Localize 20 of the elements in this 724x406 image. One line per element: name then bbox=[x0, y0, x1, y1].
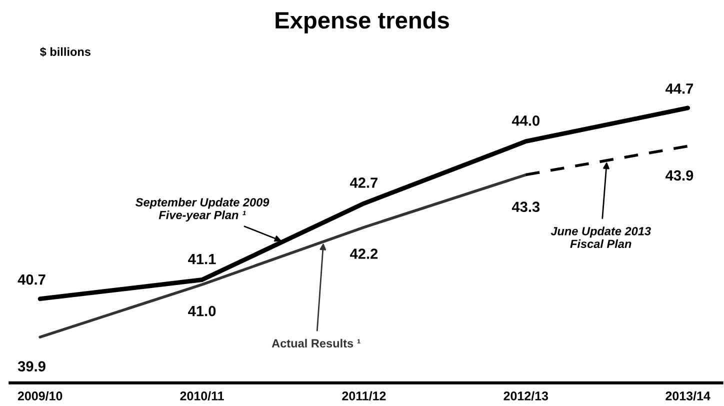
text: September Update 2009 Five-year Plan ¹ bbox=[136, 198, 270, 222]
x-tick-label: 2010/11 bbox=[180, 391, 224, 400]
chart-title: Expense trends bbox=[276, 11, 449, 34]
x-tick-label: 2011/12 bbox=[342, 391, 386, 400]
data-label: 43.9 bbox=[666, 170, 694, 181]
data-label: 40.7 bbox=[18, 274, 46, 285]
text: Actual Results ¹ bbox=[272, 338, 360, 348]
data-label: 43.3 bbox=[512, 202, 540, 212]
data-label: 39.9 bbox=[18, 361, 46, 372]
data-label: 42.7 bbox=[350, 178, 378, 188]
data-label: 44.7 bbox=[666, 84, 694, 94]
data-label: 42.2 bbox=[350, 248, 378, 259]
x-tick-label: 2012/13 bbox=[504, 391, 548, 400]
text: June Update 2013 Fiscal Plan bbox=[550, 226, 651, 248]
x-tick-label: 2009/10 bbox=[18, 391, 62, 400]
x-tick-label: 2013/14 bbox=[666, 391, 710, 400]
data-label: 41.1 bbox=[188, 254, 216, 264]
y-axis-title: $ billions bbox=[40, 47, 90, 57]
data-label: 44.0 bbox=[512, 115, 540, 126]
data-label: 41.0 bbox=[188, 306, 216, 316]
